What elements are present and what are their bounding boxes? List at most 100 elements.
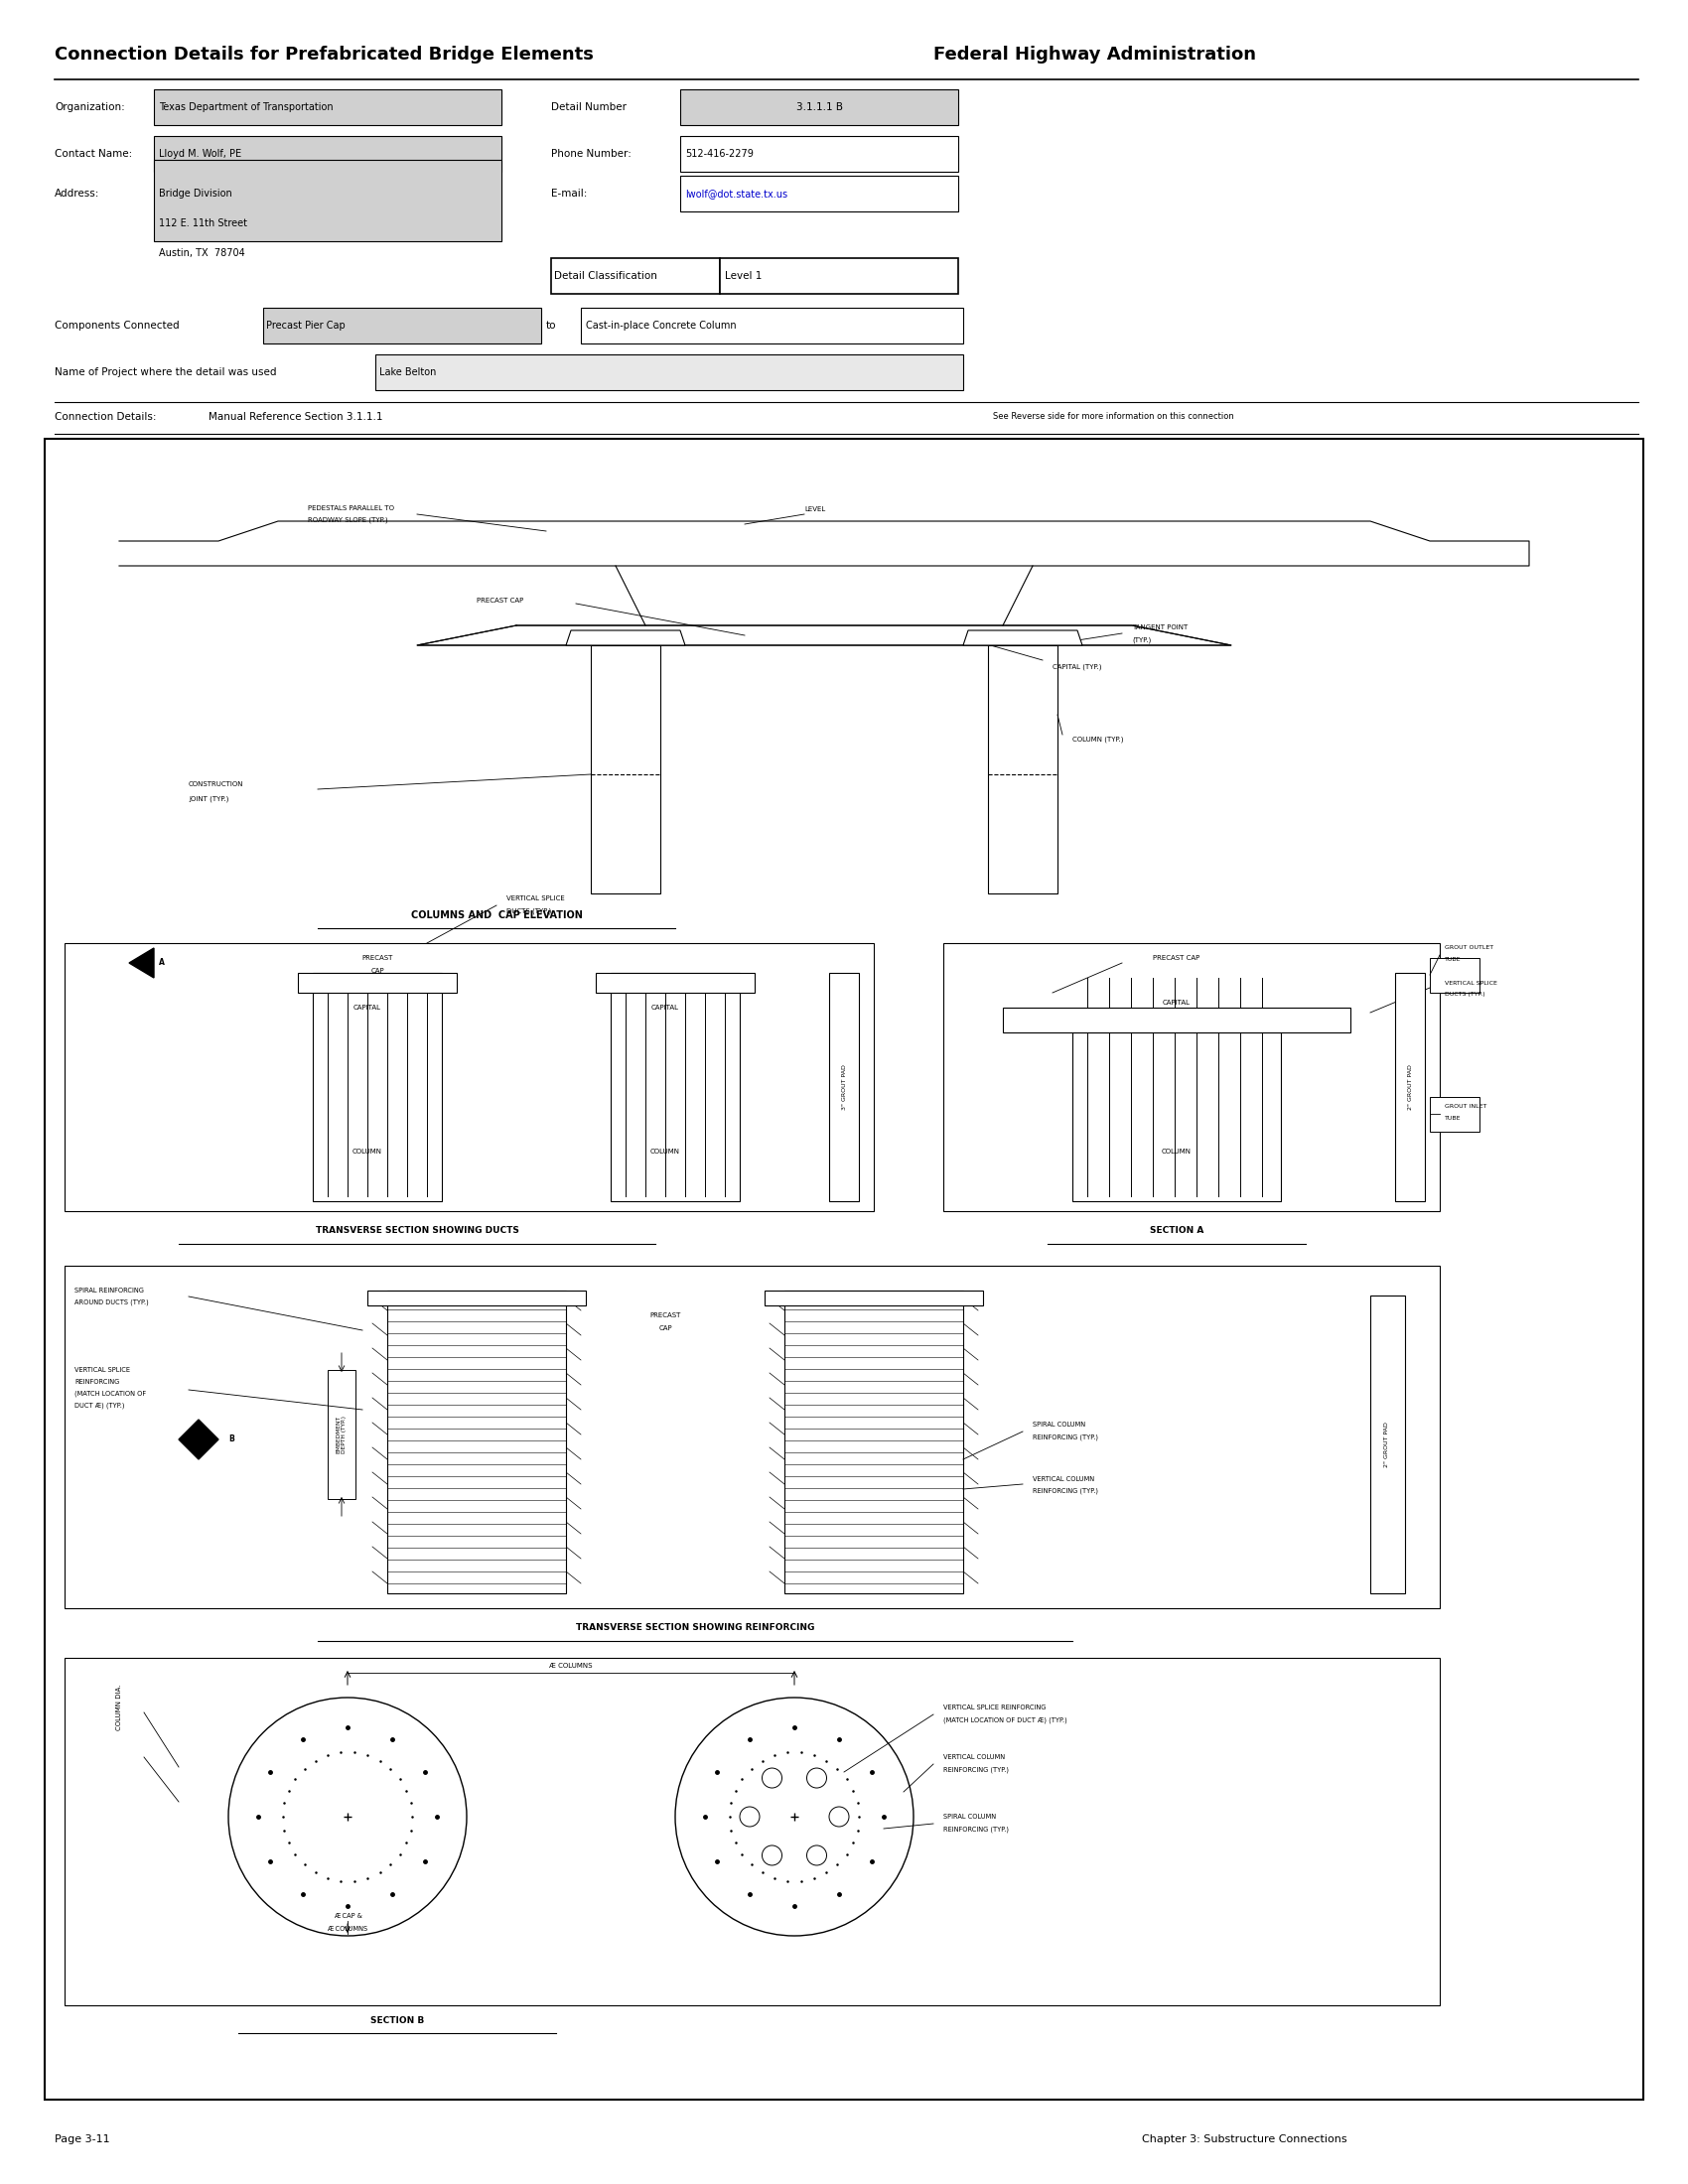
Bar — [719, 258, 959, 295]
Text: VERTICAL SPLICE: VERTICAL SPLICE — [1445, 981, 1497, 985]
Text: COLUMN: COLUMN — [1161, 1149, 1192, 1155]
Text: Lloyd M. Wolf, PE: Lloyd M. Wolf, PE — [159, 149, 241, 159]
Bar — [1003, 1007, 1350, 1033]
Text: VERTICAL SPLICE REINFORCING: VERTICAL SPLICE REINFORCING — [944, 1704, 1047, 1710]
Text: VERTICAL SPLICE: VERTICAL SPLICE — [74, 1367, 130, 1374]
Text: REINFORCING: REINFORCING — [74, 1378, 120, 1385]
Text: Æ CAP &: Æ CAP & — [333, 1913, 361, 1920]
Text: EMBEDMENT
DEPTH (TYP.): EMBEDMENT DEPTH (TYP.) — [336, 1415, 348, 1452]
Bar — [44, 439, 1644, 2099]
Bar — [1371, 1295, 1404, 1594]
Text: ROADWAY SLOPE (TYP.): ROADWAY SLOPE (TYP.) — [307, 518, 388, 524]
Bar — [680, 175, 959, 212]
Text: 512-416-2279: 512-416-2279 — [685, 149, 753, 159]
Text: REINFORCING (TYP.): REINFORCING (TYP.) — [1033, 1435, 1099, 1441]
Text: 3.1.1.1 B: 3.1.1.1 B — [795, 103, 842, 111]
Text: Name of Project where the detail was used: Name of Project where the detail was use… — [54, 367, 277, 378]
Text: CAP: CAP — [658, 1326, 672, 1332]
Bar — [987, 644, 1057, 893]
Text: TUBE: TUBE — [1445, 1116, 1462, 1120]
Text: Æ COLUMNS: Æ COLUMNS — [327, 1926, 368, 1933]
Text: PRECAST: PRECAST — [650, 1313, 680, 1319]
Bar — [368, 1291, 586, 1306]
Text: (MATCH LOCATION OF: (MATCH LOCATION OF — [74, 1391, 147, 1398]
Bar — [375, 354, 964, 391]
Text: Contact Name:: Contact Name: — [54, 149, 132, 159]
Text: REINFORCING (TYP.): REINFORCING (TYP.) — [1033, 1487, 1099, 1494]
Text: CAPITAL: CAPITAL — [353, 1005, 381, 1011]
Bar — [1072, 1033, 1281, 1201]
Bar — [550, 258, 719, 295]
Text: Connection Details:: Connection Details: — [54, 413, 157, 422]
Bar — [154, 90, 501, 124]
Text: LEVEL: LEVEL — [803, 507, 825, 513]
Text: Æ COLUMNS: Æ COLUMNS — [549, 1662, 592, 1669]
Text: Phone Number:: Phone Number: — [550, 149, 631, 159]
Text: 2" GROUT PAD: 2" GROUT PAD — [1408, 1064, 1413, 1109]
Text: Connection Details for Prefabricated Bridge Elements: Connection Details for Prefabricated Bri… — [54, 46, 594, 63]
Bar — [611, 972, 739, 1201]
Text: Organization:: Organization: — [54, 103, 125, 111]
Text: Detail Number: Detail Number — [550, 103, 626, 111]
Text: VERTICAL COLUMN: VERTICAL COLUMN — [944, 1754, 1004, 1760]
Bar — [680, 90, 959, 124]
Bar — [154, 159, 501, 240]
Text: A: A — [159, 959, 165, 968]
Text: Page 3-11: Page 3-11 — [54, 2134, 110, 2145]
Text: GROUT OUTLET: GROUT OUTLET — [1445, 946, 1494, 950]
Text: SPIRAL COLUMN: SPIRAL COLUMN — [1033, 1422, 1085, 1428]
Bar — [154, 135, 501, 173]
Text: PRECAST CAP: PRECAST CAP — [476, 598, 523, 603]
Polygon shape — [417, 625, 1231, 644]
Text: Chapter 3: Substructure Connections: Chapter 3: Substructure Connections — [1141, 2134, 1347, 2145]
Bar — [944, 943, 1440, 1212]
Text: CAPITAL (TYP.): CAPITAL (TYP.) — [1053, 664, 1102, 670]
Bar — [596, 972, 755, 994]
Text: CONSTRUCTION: CONSTRUCTION — [189, 782, 243, 786]
Text: PEDESTALS PARALLEL TO: PEDESTALS PARALLEL TO — [307, 505, 395, 511]
Text: Address:: Address: — [54, 188, 100, 199]
Text: COLUMN: COLUMN — [650, 1149, 680, 1155]
Text: DUCTS (TYP.): DUCTS (TYP.) — [506, 909, 552, 915]
Text: COLUMN DIA.: COLUMN DIA. — [116, 1684, 122, 1730]
Text: 3" GROUT PAD: 3" GROUT PAD — [842, 1064, 846, 1109]
Bar — [765, 1291, 982, 1306]
Polygon shape — [565, 631, 685, 644]
Text: TUBE: TUBE — [1445, 957, 1462, 963]
Text: Texas Department of Transportation: Texas Department of Transportation — [159, 103, 333, 111]
Text: to: to — [545, 321, 557, 330]
Bar — [680, 135, 959, 173]
Text: TRANSVERSE SECTION SHOWING REINFORCING: TRANSVERSE SECTION SHOWING REINFORCING — [576, 1623, 814, 1634]
Bar — [1430, 959, 1479, 994]
Text: 2" GROUT PAD: 2" GROUT PAD — [1384, 1422, 1389, 1468]
Text: REINFORCING (TYP.): REINFORCING (TYP.) — [944, 1826, 1009, 1832]
Text: Bridge Division: Bridge Division — [159, 188, 233, 199]
Text: SPIRAL COLUMN: SPIRAL COLUMN — [944, 1813, 996, 1819]
Text: Cast-in-place Concrete Column: Cast-in-place Concrete Column — [586, 321, 736, 330]
Polygon shape — [128, 948, 154, 978]
Text: PRECAST: PRECAST — [361, 954, 393, 961]
Text: TANGENT POINT: TANGENT POINT — [1133, 625, 1188, 631]
Bar — [387, 1291, 565, 1594]
Text: COLUMN: COLUMN — [353, 1149, 381, 1155]
Bar — [297, 972, 457, 994]
Text: CAPITAL: CAPITAL — [652, 1005, 679, 1011]
Text: PRECAST CAP: PRECAST CAP — [1153, 954, 1200, 961]
Text: AROUND DUCTS (TYP.): AROUND DUCTS (TYP.) — [74, 1299, 149, 1306]
Text: SPIRAL REINFORCING: SPIRAL REINFORCING — [74, 1289, 143, 1293]
Text: Precast Pier Cap: Precast Pier Cap — [267, 321, 346, 330]
Text: TRANSVERSE SECTION SHOWING DUCTS: TRANSVERSE SECTION SHOWING DUCTS — [316, 1227, 518, 1236]
Bar — [263, 308, 542, 343]
Text: B: B — [228, 1435, 235, 1444]
Text: Components Connected: Components Connected — [54, 321, 179, 330]
Text: REINFORCING (TYP.): REINFORCING (TYP.) — [944, 1767, 1009, 1773]
Bar — [785, 1291, 964, 1594]
Text: VERTICAL COLUMN: VERTICAL COLUMN — [1033, 1476, 1094, 1483]
Bar — [1430, 1096, 1479, 1131]
Text: (TYP.): (TYP.) — [1133, 638, 1151, 644]
Bar — [64, 1658, 1440, 2005]
Text: SECTION A: SECTION A — [1150, 1227, 1204, 1236]
Text: Lake Belton: Lake Belton — [380, 367, 436, 378]
Text: DUCTS (TYP.): DUCTS (TYP.) — [1445, 992, 1485, 998]
Bar — [64, 943, 874, 1212]
